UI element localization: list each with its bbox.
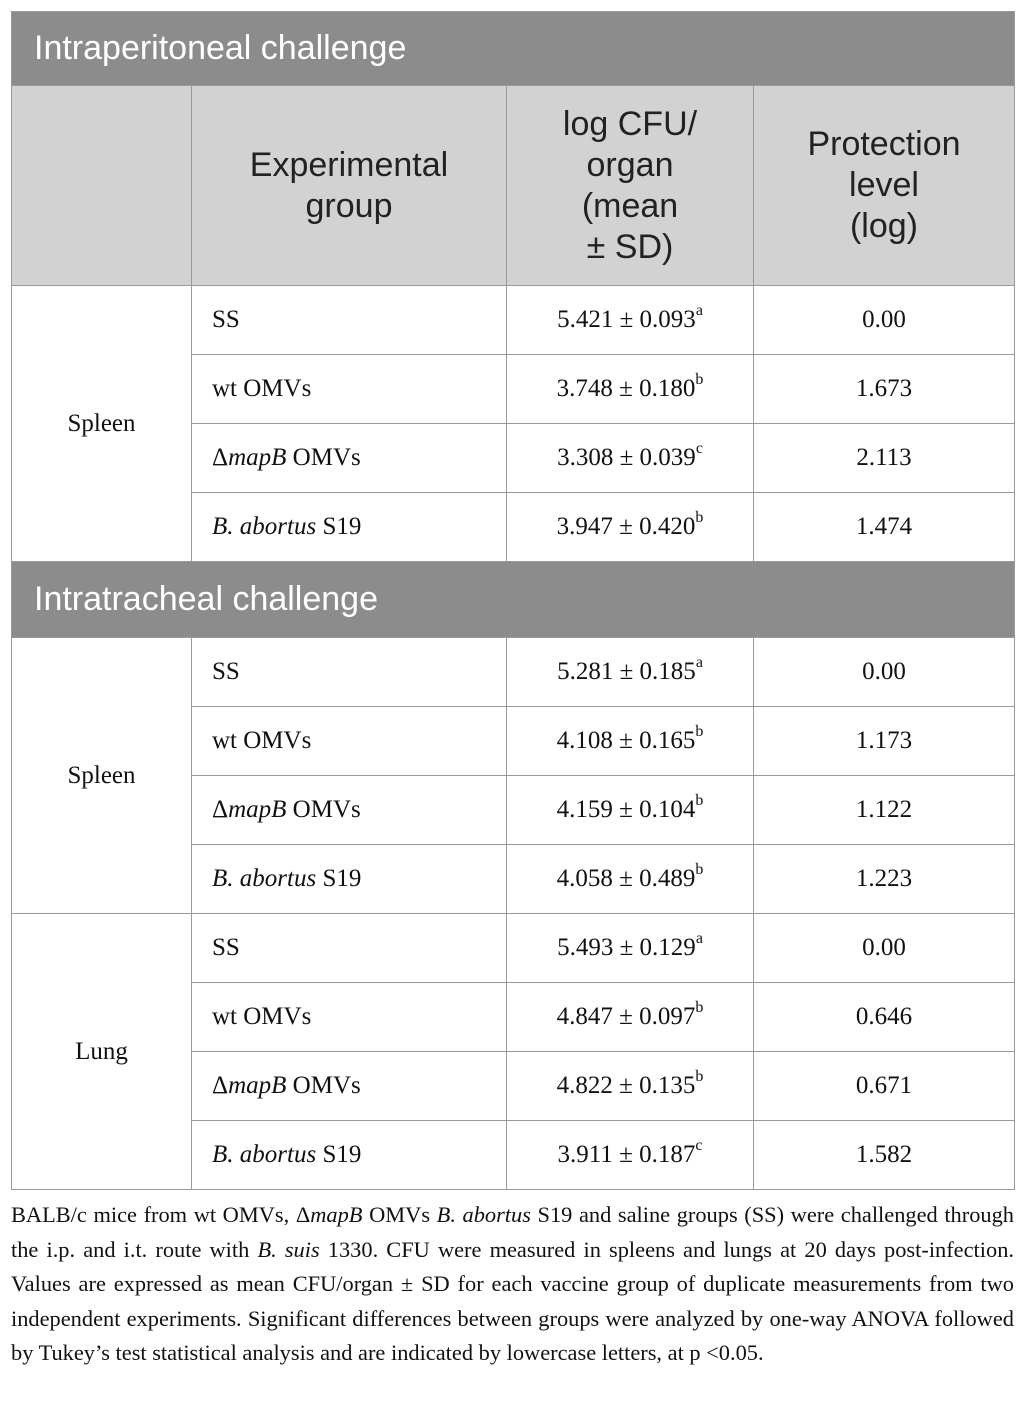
table-row: Lung SS 5.493 ± 0.129a 0.00	[11, 913, 1015, 1190]
table-row: wt OMVs 3.748 ± 0.180b 1.673	[12, 354, 1015, 424]
table-row: ΔmapB OMVs 4.159 ± 0.104b 1.122	[12, 775, 1015, 845]
table-row: B. abortus S19 3.911 ± 0.187c 1.582	[12, 1120, 1015, 1190]
cfu-cell: 3.748 ± 0.180b	[506, 354, 754, 424]
organ-cell: Spleen	[11, 285, 192, 562]
group-cell: ΔmapB OMVs	[191, 423, 507, 493]
cfu-cell: 5.421 ± 0.093a	[506, 285, 754, 355]
column-header-cfu: log CFU/ organ (mean ± SD)	[506, 85, 754, 286]
protection-cell: 1.474	[753, 492, 1015, 562]
header-text: (log)	[849, 207, 919, 245]
cfu-cell: 5.281 ± 0.185a	[506, 637, 754, 707]
group-cell: B. abortus S19	[191, 492, 507, 562]
cfu-cell: 3.947 ± 0.420b	[506, 492, 754, 562]
cfu-cell: 3.911 ± 0.187c	[506, 1120, 754, 1190]
column-header-organ	[11, 85, 192, 286]
table-row: wt OMVs 4.847 ± 0.097b 0.646	[12, 982, 1015, 1052]
protection-cell: 1.122	[753, 775, 1015, 845]
column-header-group: Experimental group	[191, 85, 507, 286]
group-cell: B. abortus S19	[191, 844, 507, 914]
header-text: Experimental	[249, 145, 449, 184]
column-header-protection: Protection level (log)	[753, 85, 1015, 286]
protection-cell: 1.173	[753, 706, 1015, 776]
cfu-cell: 4.108 ± 0.165b	[506, 706, 754, 776]
protection-cell: 0.00	[753, 913, 1015, 983]
cfu-cell: 4.822 ± 0.135b	[506, 1051, 754, 1121]
header-text: (mean	[581, 186, 679, 225]
column-header-row: Experimental group log CFU/ organ (mean …	[11, 85, 1015, 286]
protection-cell: 0.00	[753, 637, 1015, 707]
header-text: Protection	[807, 125, 961, 163]
cfu-cell: 4.058 ± 0.489b	[506, 844, 754, 914]
section-title: Intraperitoneal challenge	[11, 11, 1015, 86]
protection-cell: 1.673	[753, 354, 1015, 424]
table-row: ΔmapB OMVs 3.308 ± 0.039c 2.113	[12, 423, 1015, 493]
group-cell: ΔmapB OMVs	[191, 775, 507, 845]
group-cell: SS	[191, 913, 507, 983]
section-title: Intratracheal challenge	[11, 561, 1015, 638]
table-row: wt OMVs 4.108 ± 0.165b 1.173	[12, 706, 1015, 776]
table-row: Spleen SS 5.281 ± 0.185a 0.00	[11, 637, 1015, 914]
table-row: ΔmapB OMVs 4.822 ± 0.135b 0.671	[12, 1051, 1015, 1121]
group-cell: B. abortus S19	[191, 1120, 507, 1190]
section-header-intratracheal: Intratracheal challenge	[11, 561, 1015, 638]
header-text: ± SD)	[586, 227, 674, 266]
organ-cell: Lung	[11, 913, 192, 1190]
cfu-cell: 3.308 ± 0.039c	[506, 423, 754, 493]
table-row: B. abortus S19 3.947 ± 0.420b 1.474	[12, 492, 1015, 562]
protection-cell: 0.646	[753, 982, 1015, 1052]
header-text: level	[849, 166, 919, 204]
header-text: log CFU/	[562, 104, 698, 143]
cfu-cell: 4.847 ± 0.097b	[506, 982, 754, 1052]
table-row: Spleen SS 5.421 ± 0.093a 0.00	[11, 285, 1015, 562]
cfu-cell: 4.159 ± 0.104b	[506, 775, 754, 845]
header-text: organ	[586, 145, 674, 184]
group-cell: ΔmapB OMVs	[191, 1051, 507, 1121]
group-cell: SS	[191, 285, 507, 355]
protection-cell: 1.223	[753, 844, 1015, 914]
section-header-intraperitoneal: Intraperitoneal challenge	[11, 11, 1015, 86]
protection-cell: 1.582	[753, 1120, 1015, 1190]
results-table: Intraperitoneal challenge Experimental g…	[11, 11, 1015, 1190]
organ-cell: Spleen	[11, 637, 192, 914]
protection-cell: 2.113	[753, 423, 1015, 493]
table-row: B. abortus S19 4.058 ± 0.489b 1.223	[12, 844, 1015, 914]
table-footnote: BALB/c mice from wt OMVs, ΔmapB OMVs B. …	[11, 1202, 1014, 1365]
group-cell: SS	[191, 637, 507, 707]
protection-cell: 0.671	[753, 1051, 1015, 1121]
header-text: group	[305, 186, 393, 225]
group-cell: wt OMVs	[191, 354, 507, 424]
cfu-cell: 5.493 ± 0.129a	[506, 913, 754, 983]
group-cell: wt OMVs	[191, 982, 507, 1052]
group-cell: wt OMVs	[191, 706, 507, 776]
protection-cell: 0.00	[753, 285, 1015, 355]
